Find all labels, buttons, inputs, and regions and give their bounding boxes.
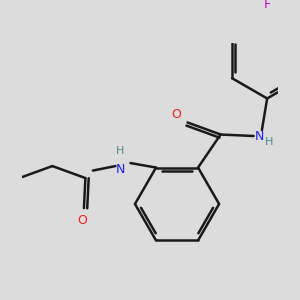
Text: N: N bbox=[115, 163, 124, 176]
Text: F: F bbox=[264, 0, 271, 11]
Text: O: O bbox=[172, 108, 182, 121]
Text: O: O bbox=[77, 214, 87, 227]
Text: H: H bbox=[116, 146, 124, 155]
Text: N: N bbox=[254, 130, 264, 142]
Text: H: H bbox=[265, 137, 273, 147]
